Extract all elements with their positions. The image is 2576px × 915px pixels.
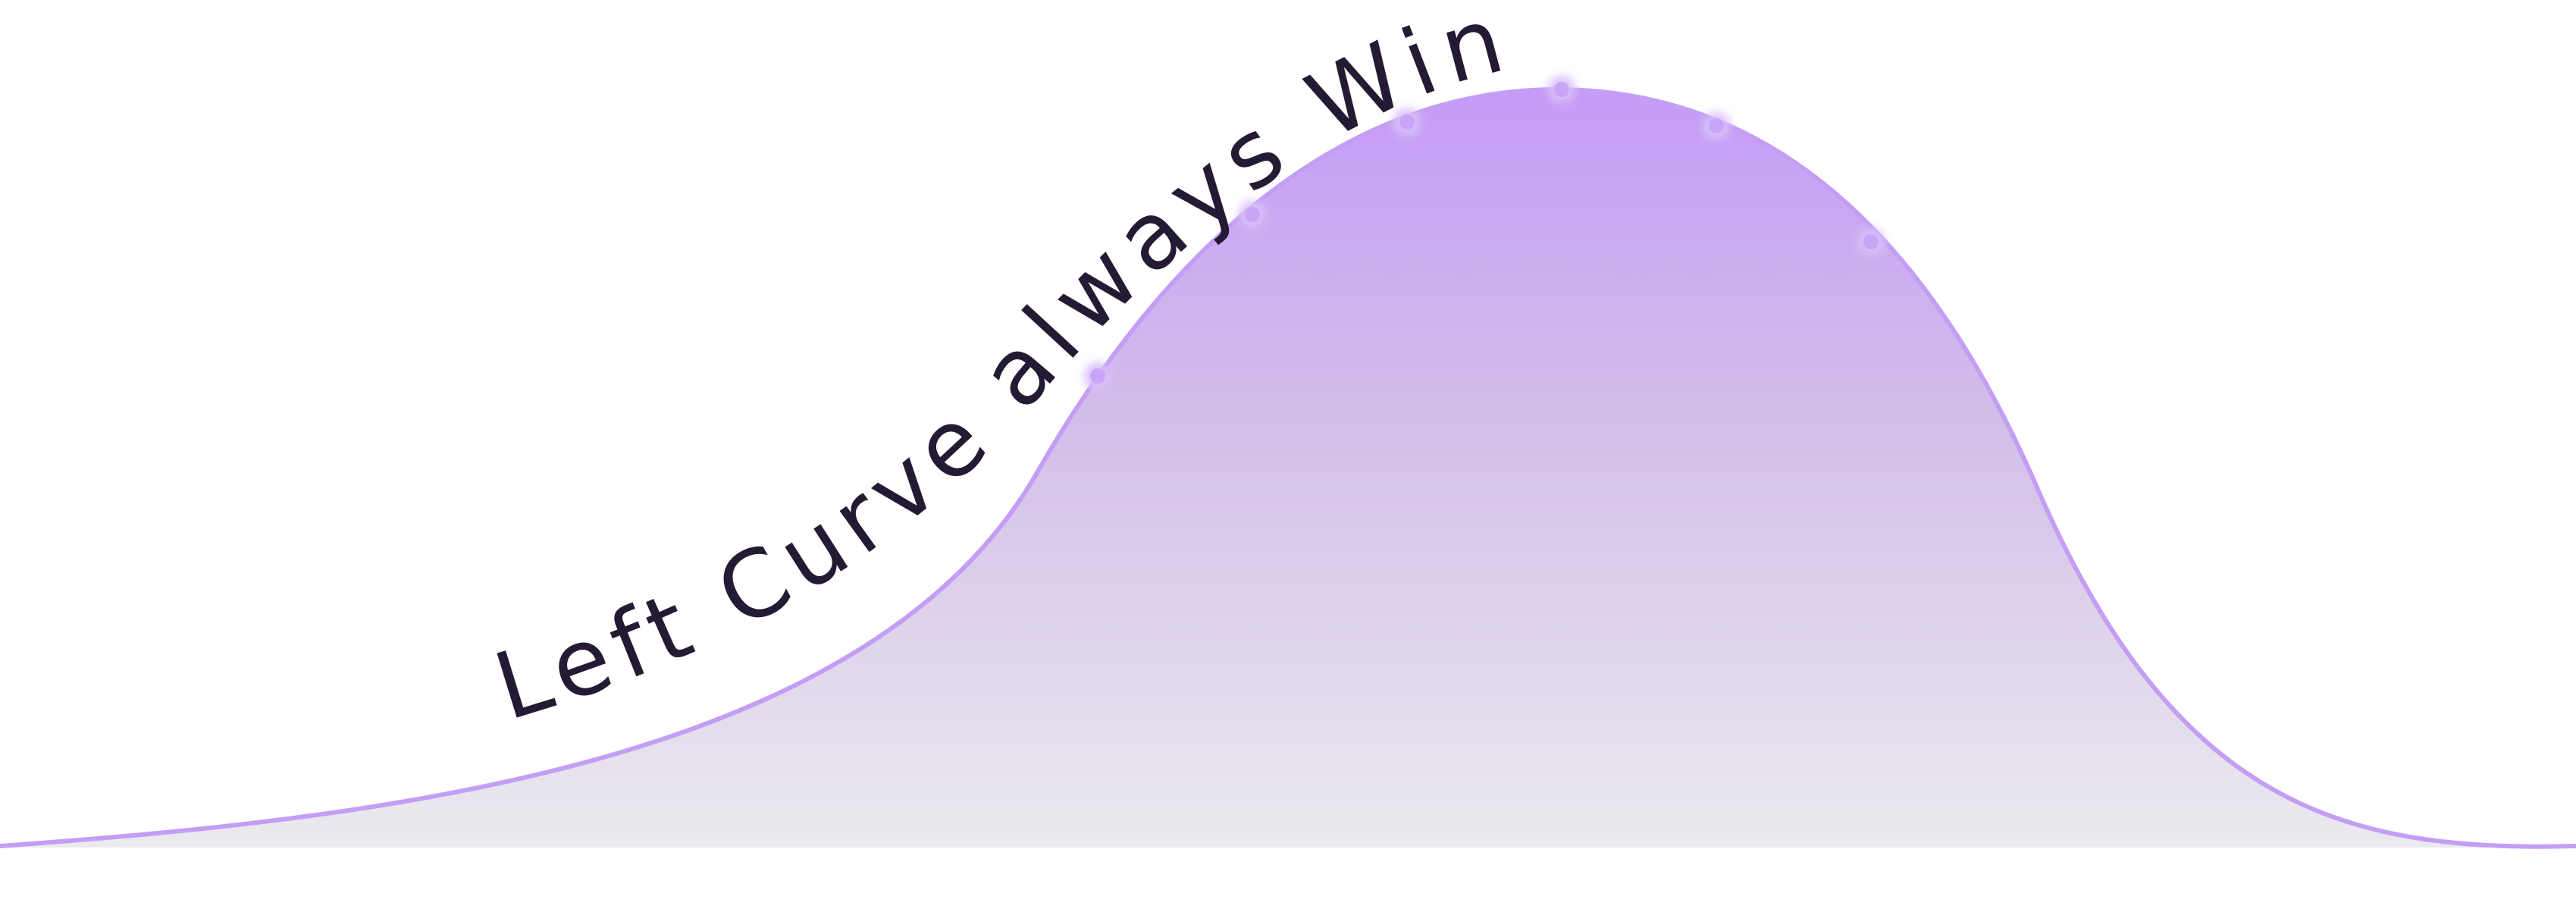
curve-area — [0, 89, 2576, 848]
marker-dot — [1084, 362, 1111, 390]
marker-dot — [1548, 76, 1575, 103]
marker-dot — [1857, 228, 1885, 255]
marker-dot — [1703, 112, 1730, 139]
marker-lines — [1096, 89, 1872, 902]
bell-curve-line — [0, 86, 2576, 849]
marker-dots — [1084, 76, 1885, 390]
marker-dot — [1239, 201, 1266, 228]
marker-dot — [1393, 108, 1421, 136]
